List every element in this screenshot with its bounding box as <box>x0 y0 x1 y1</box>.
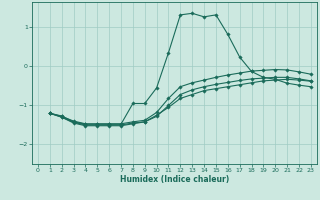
X-axis label: Humidex (Indice chaleur): Humidex (Indice chaleur) <box>120 175 229 184</box>
